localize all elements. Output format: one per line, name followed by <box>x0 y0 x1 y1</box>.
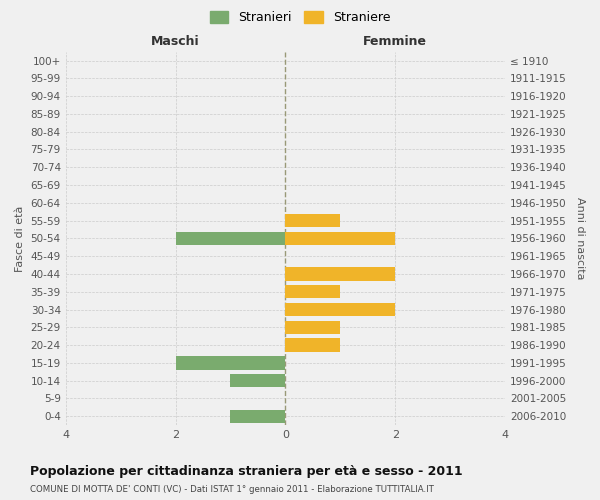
Bar <box>286 303 395 316</box>
Y-axis label: Fasce di età: Fasce di età <box>15 205 25 272</box>
Text: Popolazione per cittadinanza straniera per età e sesso - 2011: Popolazione per cittadinanza straniera p… <box>30 464 463 477</box>
Text: COMUNE DI MOTTA DE' CONTI (VC) - Dati ISTAT 1° gennaio 2011 - Elaborazione TUTTI: COMUNE DI MOTTA DE' CONTI (VC) - Dati IS… <box>30 485 434 494</box>
Bar <box>230 374 286 388</box>
Bar <box>176 232 286 245</box>
Bar <box>286 338 340 352</box>
Bar <box>230 410 286 423</box>
Bar <box>176 356 286 370</box>
Text: Femmine: Femmine <box>363 35 427 48</box>
Bar <box>286 268 395 280</box>
Bar <box>286 320 340 334</box>
Legend: Stranieri, Straniere: Stranieri, Straniere <box>205 6 395 29</box>
Bar <box>286 214 340 228</box>
Bar <box>286 285 340 298</box>
Bar <box>286 232 395 245</box>
Text: Maschi: Maschi <box>151 35 200 48</box>
Y-axis label: Anni di nascita: Anni di nascita <box>575 197 585 280</box>
